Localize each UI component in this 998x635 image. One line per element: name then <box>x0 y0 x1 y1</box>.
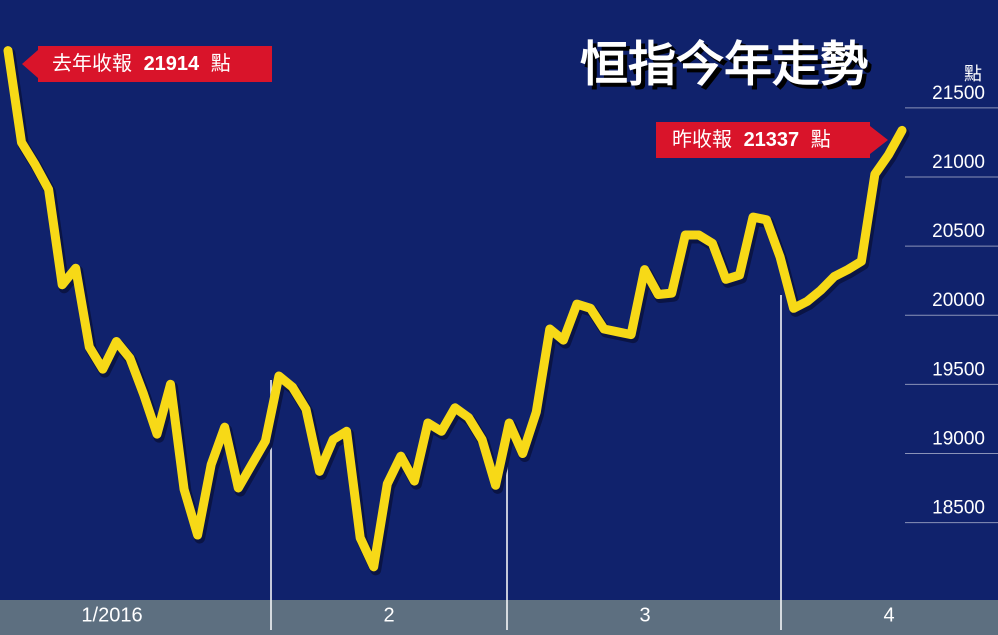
y-tick-label: 19500 <box>932 359 985 380</box>
annotation-box <box>656 122 888 158</box>
annotation-prefix: 去年收報 <box>52 52 132 75</box>
y-unit: 點 <box>964 64 982 84</box>
y-tick-label: 21000 <box>932 152 985 173</box>
annotation-suffix: 點 <box>811 128 831 151</box>
annotation-value: 21337 <box>744 129 800 151</box>
x-tick-label: 2 <box>383 604 394 626</box>
x-tick-label: 4 <box>883 604 894 626</box>
end-annotation: 昨收報 21337 點 <box>656 122 888 158</box>
y-tick-label: 19000 <box>932 428 985 449</box>
x-tick-label: 1/2016 <box>81 604 142 626</box>
annotation-box <box>22 46 272 82</box>
annotation-text: 昨收報 21337 點 <box>672 128 831 151</box>
annotation-text: 去年收報 21914 點 <box>52 52 231 75</box>
y-tick-label: 21500 <box>932 83 985 104</box>
title-shadow: 恒指今年走勢 <box>584 43 872 96</box>
y-tick-label: 20500 <box>932 221 985 242</box>
chart-title: 恒指今年走勢 <box>580 39 868 92</box>
x-axis-strip <box>0 600 998 635</box>
line <box>3 46 907 572</box>
annotation-suffix: 點 <box>211 52 231 75</box>
annotation-prefix: 昨收報 <box>672 128 732 151</box>
start-annotation: 去年收報 21914 點 <box>22 46 272 82</box>
annotation-value: 21914 <box>144 53 200 75</box>
y-tick-label: 18500 <box>932 498 985 519</box>
x-tick-label: 3 <box>639 604 650 626</box>
y-tick-label: 20000 <box>932 290 985 311</box>
